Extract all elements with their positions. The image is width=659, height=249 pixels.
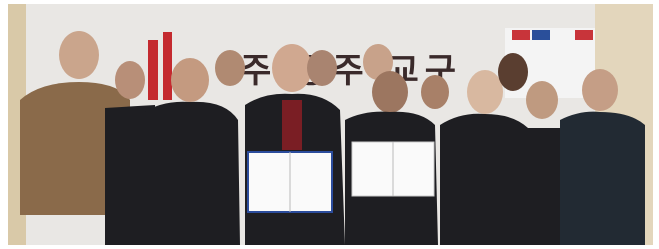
head bbox=[498, 53, 528, 91]
flag bbox=[512, 30, 530, 40]
shirt bbox=[282, 100, 302, 150]
head bbox=[372, 71, 408, 113]
person bbox=[140, 102, 240, 245]
photo: 주 광주 교구 bbox=[0, 0, 659, 249]
head bbox=[526, 81, 558, 119]
person bbox=[560, 112, 645, 245]
head bbox=[582, 69, 618, 111]
head bbox=[59, 31, 99, 79]
flag bbox=[575, 30, 593, 40]
head bbox=[115, 61, 145, 99]
head bbox=[171, 58, 209, 102]
head bbox=[421, 75, 449, 109]
head bbox=[307, 50, 337, 86]
head bbox=[215, 50, 245, 86]
head bbox=[272, 44, 312, 92]
head bbox=[467, 70, 503, 114]
flag bbox=[532, 30, 550, 40]
